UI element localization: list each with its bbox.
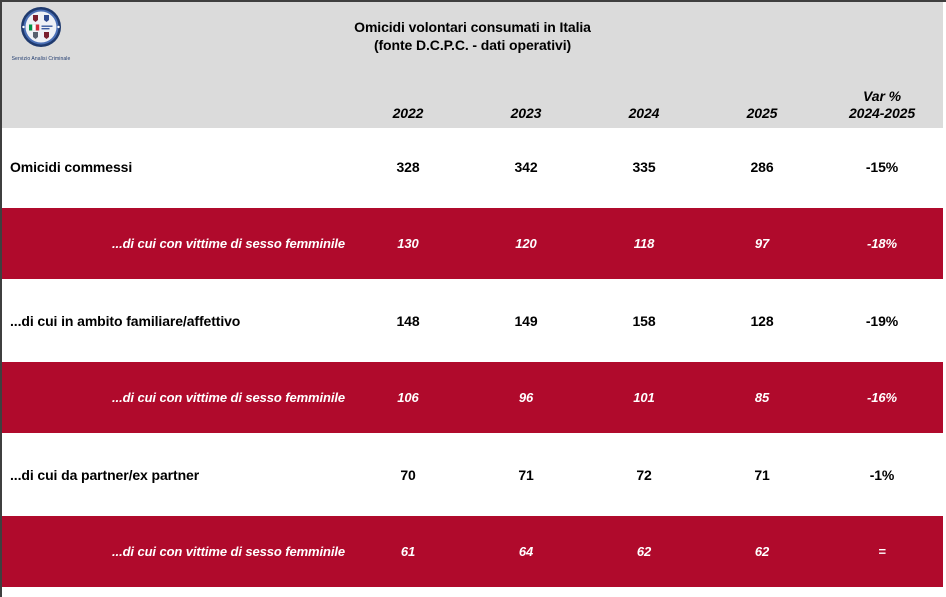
value-2022: 70 — [400, 466, 416, 483]
table-row-partner-ex-partner: ...di cui da partner/ex partner 70 71 72… — [2, 436, 943, 513]
value-2022: 328 — [396, 158, 420, 175]
value-var: -15% — [865, 158, 899, 175]
value-2023: 71 — [518, 466, 534, 483]
value-2023: 120 — [515, 236, 537, 251]
title-line-1: Omicidi volontari consumati in Italia — [354, 19, 591, 35]
value-2025: 286 — [750, 158, 774, 175]
table-row-vittime-femminili-2: ...di cui con vittime di sesso femminile… — [2, 359, 943, 436]
value-2025: 71 — [754, 466, 770, 483]
title-line-2: (fonte D.C.P.C. - dati operativi) — [373, 37, 572, 53]
var-header-line-2: 2024-2025 — [848, 105, 916, 121]
col-header-2025: 2025 — [746, 105, 778, 121]
value-2025: 128 — [750, 312, 774, 329]
column-headers: 2022 2023 2024 2025 Var % 2024-2025 — [2, 88, 943, 122]
value-2022: 130 — [397, 236, 419, 251]
col-header-2023: 2023 — [510, 105, 542, 121]
value-2024: 158 — [632, 312, 656, 329]
row-label: ...di cui con vittime di sesso femminile — [112, 390, 345, 405]
row-label: ...di cui con vittime di sesso femminile — [112, 544, 345, 559]
table-row-vittime-femminili-1: ...di cui con vittime di sesso femminile… — [2, 205, 943, 282]
value-2022: 61 — [400, 544, 416, 559]
col-header-2022: 2022 — [392, 105, 424, 121]
value-var: -19% — [865, 312, 899, 329]
table-title: Omicidi volontari consumati in Italia (f… — [2, 2, 943, 54]
value-2022: 106 — [397, 390, 419, 405]
value-2024: 101 — [633, 390, 655, 405]
value-2025: 97 — [754, 236, 770, 251]
value-2024: 335 — [632, 158, 656, 175]
value-2025: 62 — [754, 544, 770, 559]
value-2023: 64 — [518, 544, 534, 559]
logo-caption: Servizio Analisi Criminale — [11, 56, 71, 62]
table-header: Servizio Analisi Criminale Omicidi volon… — [2, 2, 943, 128]
logo-block: Servizio Analisi Criminale — [10, 6, 72, 62]
value-var: -16% — [867, 390, 897, 405]
row-label: ...di cui con vittime di sesso femminile — [112, 236, 345, 251]
row-label: ...di cui in ambito familiare/affettivo — [10, 312, 241, 329]
table-row-ambito-familiare: ...di cui in ambito familiare/affettivo … — [2, 282, 943, 359]
row-label: Omicidi commessi — [10, 158, 133, 175]
value-var: -1% — [869, 466, 895, 483]
value-2024: 62 — [636, 544, 652, 559]
value-2023: 96 — [518, 390, 534, 405]
value-2023: 149 — [514, 312, 538, 329]
value-2024: 72 — [636, 466, 652, 483]
value-var: -18% — [867, 236, 897, 251]
homicides-table: Servizio Analisi Criminale Omicidi volon… — [2, 2, 943, 590]
table-row-omicidi-commessi: Omicidi commessi 328 342 335 286 -15% — [2, 128, 943, 205]
value-var: = — [878, 544, 886, 559]
table-row-vittime-femminili-3: ...di cui con vittime di sesso femminile… — [2, 513, 943, 590]
value-2025: 85 — [754, 390, 770, 405]
value-2023: 342 — [514, 158, 538, 175]
col-header-var: Var % 2024-2025 — [821, 88, 943, 122]
row-label: ...di cui da partner/ex partner — [10, 466, 200, 483]
servizio-analisi-criminale-emblem-icon — [21, 7, 61, 47]
col-header-2024: 2024 — [628, 105, 660, 121]
value-2022: 148 — [396, 312, 420, 329]
value-2024: 118 — [633, 236, 655, 251]
var-header-line-1: Var % — [863, 88, 901, 104]
